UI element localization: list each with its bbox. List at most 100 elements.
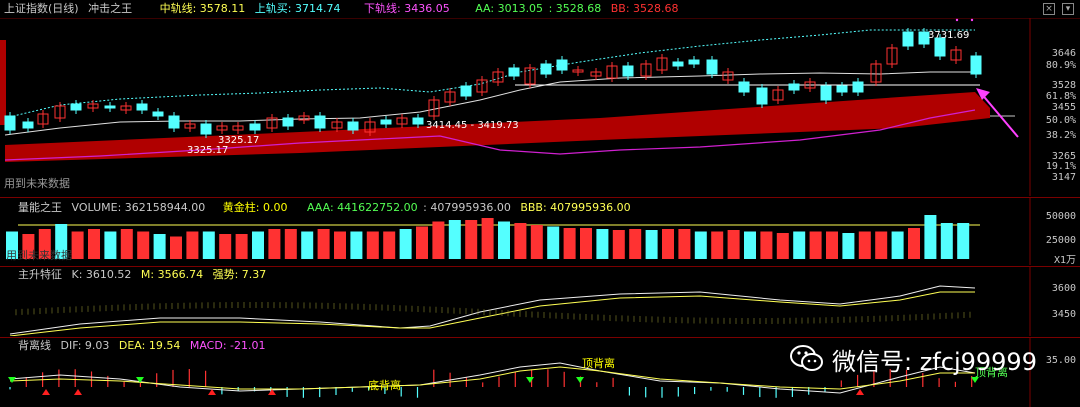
- volume-bar-48: [793, 231, 806, 259]
- candle-body-5: [87, 103, 99, 109]
- indicator-name[interactable]: 冲击之王: [88, 2, 133, 15]
- trend-header: 主升特征 K: 3610.52 M: 3566.74 强势: 7.37: [0, 266, 1080, 284]
- candle-body-16: [266, 117, 278, 129]
- lower-line: [4, 109, 976, 161]
- candle-body-6: [104, 105, 116, 109]
- volume-bar-42: [694, 231, 707, 259]
- candle-body-10: [168, 115, 180, 129]
- candle-body-39: [640, 63, 652, 77]
- trend-title: 主升特征: [18, 268, 62, 281]
- candle-body-25: [412, 117, 424, 125]
- volume-bar-12: [202, 231, 215, 259]
- candle-body-54: [886, 47, 898, 65]
- volume-bar-40: [662, 229, 674, 259]
- candle-body-0: [4, 115, 16, 131]
- volume-bar-50: [826, 231, 838, 259]
- price-axis-3646: 3646: [1051, 48, 1076, 59]
- candle-body-7: [120, 105, 132, 111]
- annotation-high: 3731.69: [928, 30, 970, 41]
- volume-unit: X1万: [1053, 255, 1076, 266]
- volume-bar-53: [875, 231, 888, 259]
- volume-value: VOLUME: 362158944.00: [71, 201, 206, 214]
- trend-pane[interactable]: 主升特征 K: 3610.52 M: 3566.74 强势: 7.37 3600…: [0, 266, 1080, 336]
- candle-body-9: [152, 111, 164, 117]
- volume-bar-27: [448, 220, 461, 259]
- macd-value: MACD: -21.01: [189, 339, 266, 352]
- gold-bar-label: 黄金柱: 0.00: [222, 201, 288, 214]
- volume-bar-30: [498, 221, 510, 259]
- macd-arrow-0: [8, 377, 16, 383]
- aa-label: AA: 3013.05: [475, 2, 544, 15]
- trend-k-line: [9, 285, 976, 335]
- candle-body-14: [232, 125, 244, 131]
- trend-m: M: 3566.74: [140, 268, 204, 281]
- volume-bar-17: [284, 229, 297, 259]
- volume-bar-6: [104, 231, 117, 259]
- candle-body-21: [347, 121, 359, 131]
- candle-body-47: [772, 89, 784, 101]
- macd-title: 背离线: [18, 339, 51, 352]
- candle-body-13: [216, 125, 228, 131]
- macd-arrow-1: [42, 389, 50, 395]
- candle-body-31: [508, 67, 520, 77]
- trend-chart: [0, 266, 1080, 336]
- candle-body-50: [820, 85, 832, 101]
- candle-body-58: [950, 49, 962, 61]
- volume-ghost-note: 用到未来数据: [6, 249, 72, 262]
- dea-line: [9, 366, 975, 390]
- volume-header: 量能之王 VOLUME: 362158944.00 黄金柱: 0.00 AAA:…: [0, 199, 1080, 217]
- close-icon[interactable]: ×: [1043, 3, 1055, 15]
- wechat-icon: [790, 344, 824, 374]
- candle-body-20: [331, 121, 343, 129]
- candle-body-49: [804, 81, 816, 89]
- volume-bar-2: [38, 229, 51, 259]
- candle-body-37: [606, 65, 618, 79]
- pane-border: [0, 18, 1080, 19]
- bottom-divergence: 底背离: [368, 379, 401, 392]
- annotation-range: 3414.45 - 3419.73: [426, 120, 519, 131]
- volume-bar-5: [88, 229, 100, 259]
- volume-bar-13: [219, 234, 232, 259]
- candle-body-56: [918, 31, 930, 45]
- candle-body-40: [656, 57, 668, 71]
- macd-arrow-7: [576, 377, 584, 383]
- volume-bar-28: [465, 220, 478, 259]
- candle-body-4: [70, 103, 82, 111]
- volume-bar-20: [334, 231, 346, 259]
- candle-body-2: [37, 113, 49, 125]
- volume-bar-31: [514, 223, 527, 259]
- candle-body-26: [428, 99, 440, 117]
- trend-axis-3600: 3600: [1051, 283, 1076, 294]
- minimize-icon[interactable]: ▾: [1062, 3, 1074, 15]
- macd-arrow-8: [856, 389, 864, 395]
- volume-bar-54: [891, 231, 904, 259]
- band-area: [5, 92, 990, 162]
- candle-body-51: [836, 85, 848, 93]
- marker-dot-1: [970, 18, 974, 22]
- candle-body-36: [590, 71, 602, 77]
- volume-bar-10: [170, 236, 182, 259]
- volume-bar-21: [350, 231, 363, 259]
- volume-bar-36: [596, 229, 609, 259]
- candle-body-33: [540, 63, 552, 75]
- aa2-label: : 3528.68: [548, 2, 602, 15]
- macd-pane[interactable]: 背离线 DIF: 9.03 DEA: 19.54 MACD: -21.01 35…: [0, 337, 1080, 407]
- volume-bar-46: [760, 231, 773, 259]
- volume-bar-37: [612, 230, 625, 259]
- trend-axis-3450: 3450: [1051, 309, 1076, 320]
- volume-bar-41: [678, 229, 691, 259]
- volume-bar-45: [744, 231, 756, 259]
- candle-body-52: [852, 81, 864, 93]
- volume-pane[interactable]: 量能之王 VOLUME: 362158944.00 黄金柱: 0.00 AAA:…: [0, 197, 1080, 266]
- candle-body-17: [282, 117, 294, 127]
- macd-header: 背离线 DIF: 9.03 DEA: 19.54 MACD: -21.01: [0, 337, 1080, 355]
- main-chart-pane[interactable]: 上证指数(日线) 冲击之王 中轨线: 3578.11 上轨买: 3714.74 …: [0, 0, 1080, 196]
- trend-m-line: [9, 291, 975, 336]
- upper-line-label: 上轨买: 3714.74: [254, 2, 341, 15]
- price-chart: [0, 18, 1080, 196]
- macd-arrow-5: [268, 389, 276, 395]
- volume-bar-32: [530, 225, 543, 259]
- aaa-label: AAA: 441622752.00: [306, 201, 418, 214]
- price-axis-3455: 3455: [1051, 102, 1076, 113]
- pct-axis-50: 50.0%: [1045, 115, 1076, 126]
